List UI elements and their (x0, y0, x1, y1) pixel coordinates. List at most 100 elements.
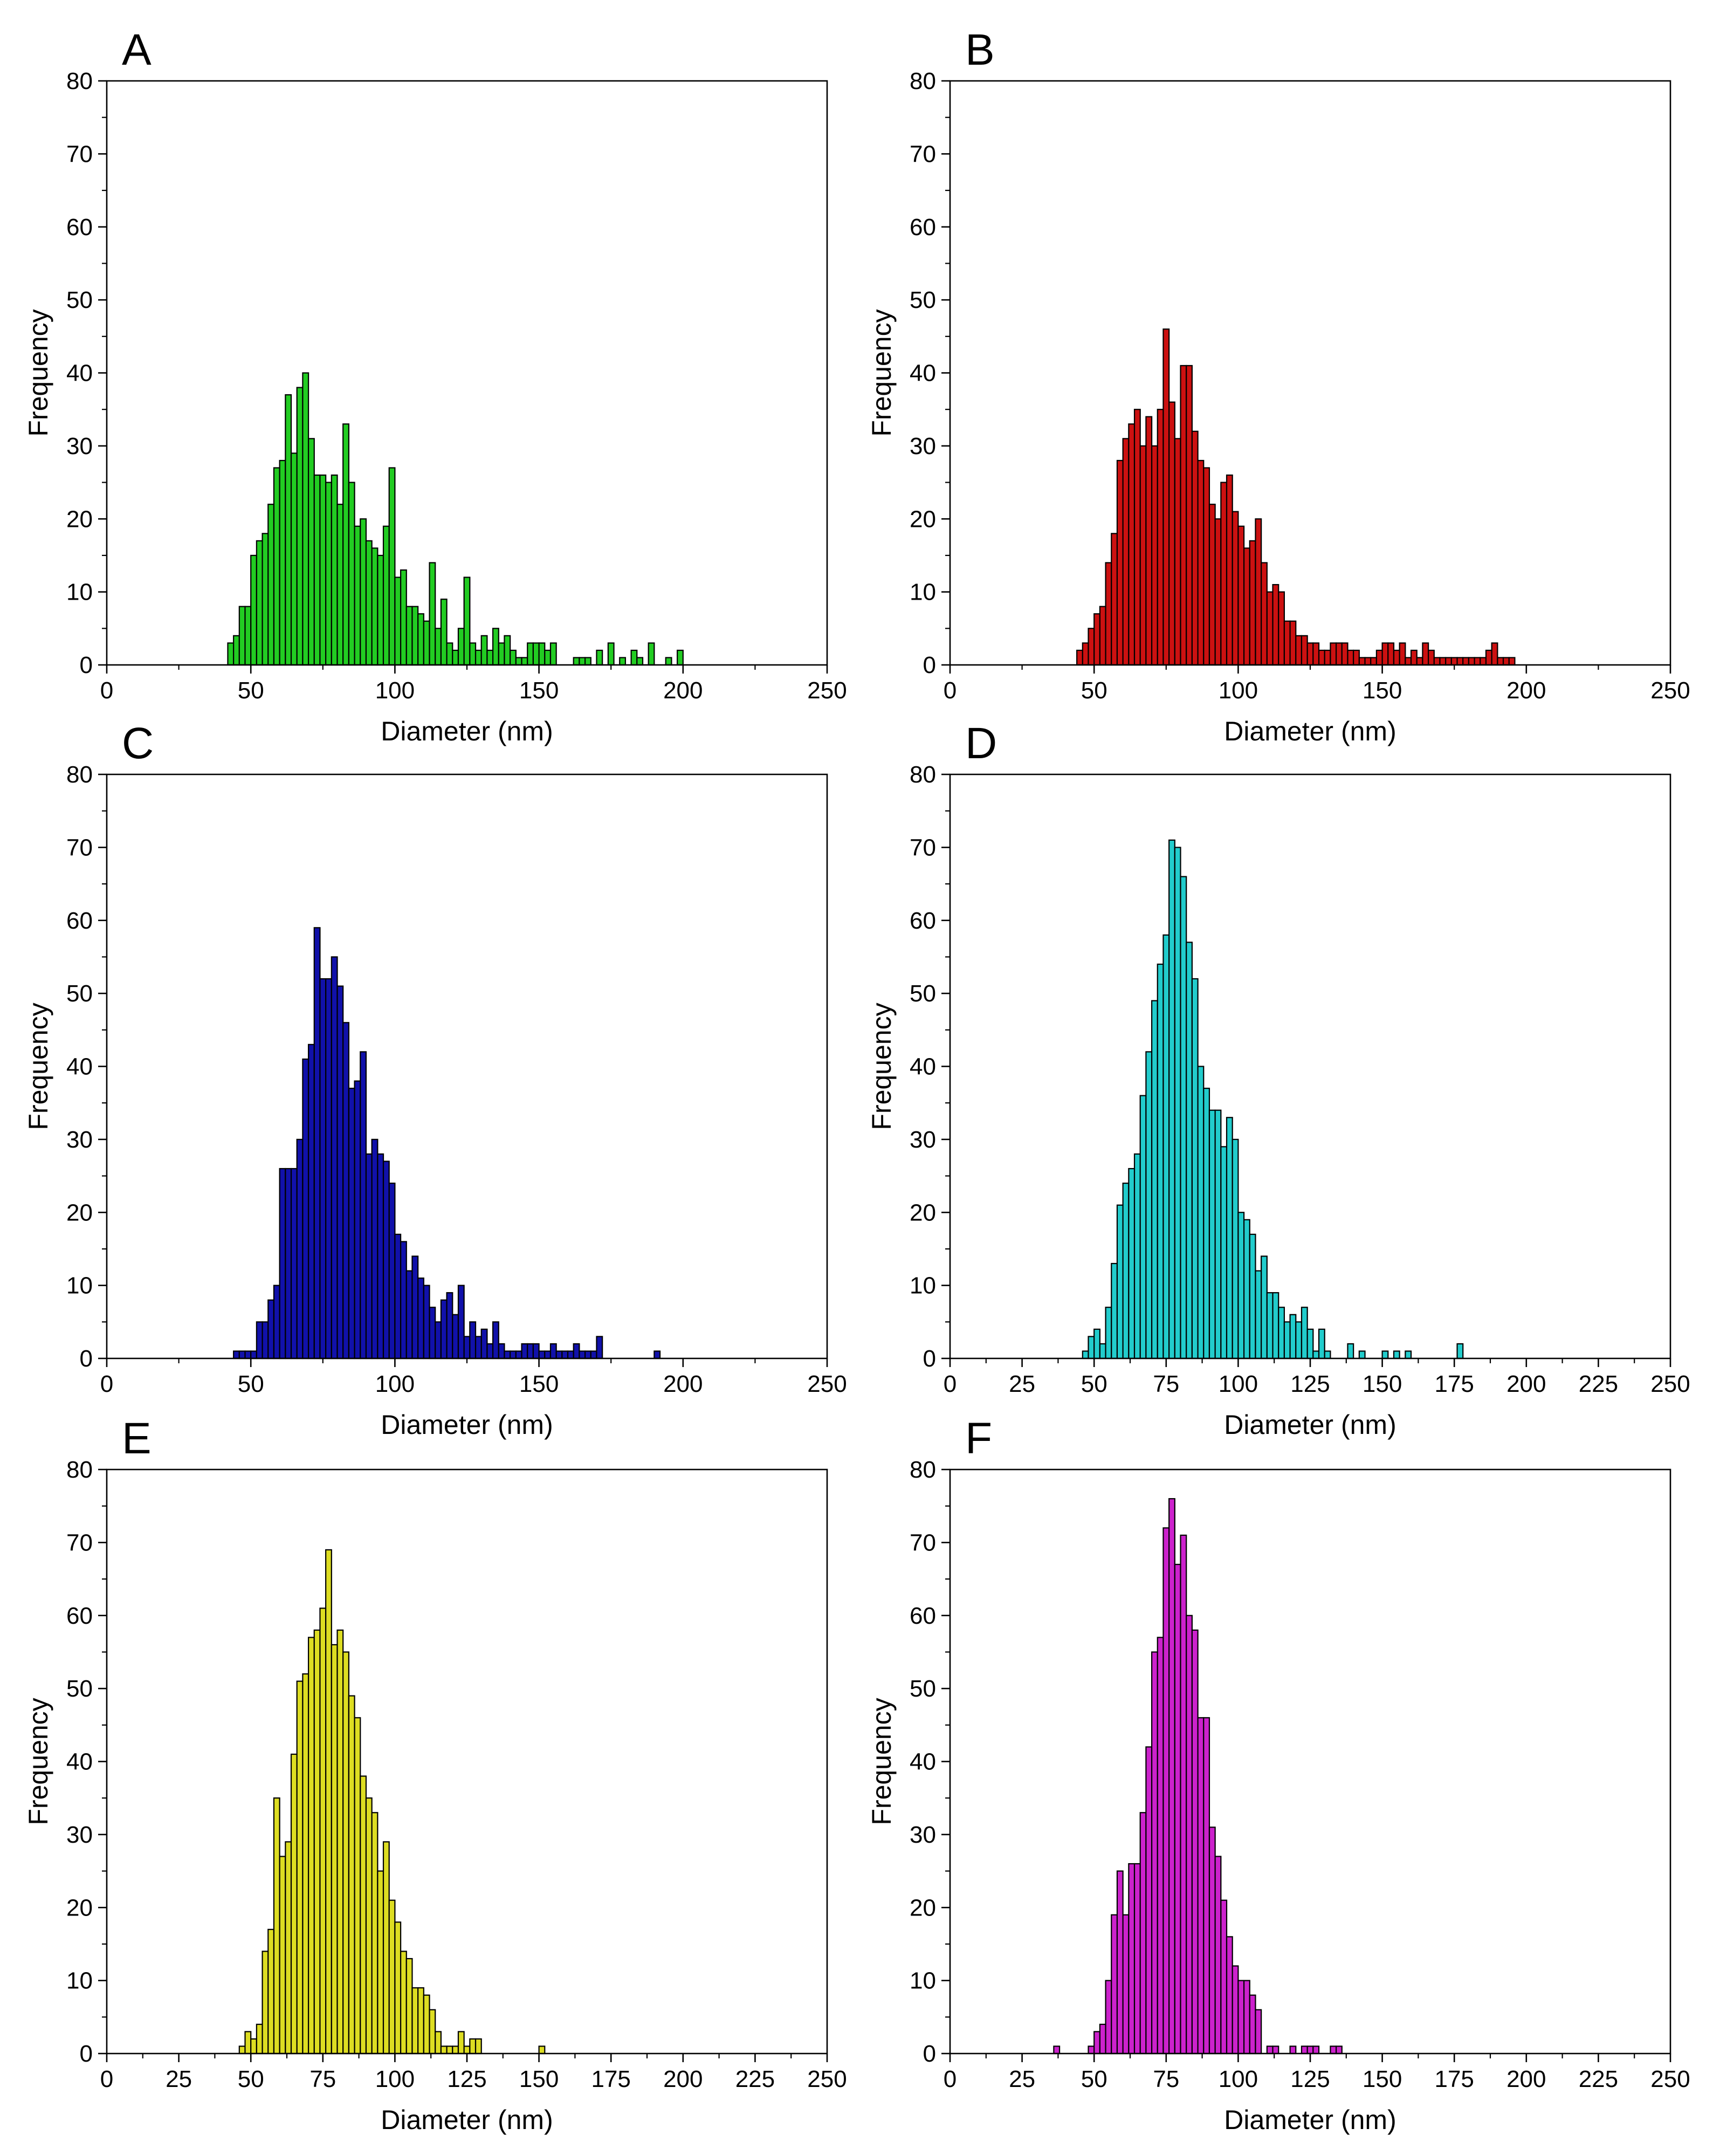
panel-b-bar (1111, 533, 1118, 666)
panel-c-bar (302, 1058, 309, 1359)
panel-c-bar (279, 1168, 286, 1359)
panel-e-bar (267, 1928, 275, 2055)
panel-a-bar (325, 482, 332, 666)
panel-d-y-tick-label: 30 (910, 1127, 936, 1153)
panel-a-y-tick-label: 30 (66, 433, 93, 459)
panel-f-bar (1186, 1615, 1193, 2055)
panel-c-bar (233, 1350, 240, 1359)
panel-f-bar (1093, 2031, 1100, 2055)
panel-c-bar (256, 1321, 263, 1359)
panel-c-x-tick-label: 250 (807, 1371, 847, 1397)
panel-b-bar (1214, 518, 1222, 666)
panel-e-bar (371, 1812, 379, 2055)
panel-e-bar (290, 1753, 298, 2055)
panel-d-bar (1226, 1117, 1233, 1359)
panel-c-bar (544, 1350, 552, 1359)
panel-b-bar (1088, 628, 1095, 666)
panel-e-x-tick-label: 150 (519, 2066, 559, 2092)
panel-f-bar (1226, 1936, 1233, 2055)
panel-c-x-tick-label: 100 (375, 1371, 415, 1397)
panel-a-bar (238, 606, 246, 666)
panel-a-bar (365, 540, 373, 666)
panel-b-bar (1336, 642, 1343, 666)
panel-d-bar (1306, 1328, 1314, 1359)
panel-c-bar (423, 1285, 430, 1359)
panel-b-bar (1445, 657, 1452, 666)
panel-b-bar (1278, 591, 1285, 666)
panel-b-x-axis-title: Diameter (nm) (1224, 716, 1396, 746)
panel-e-bar (538, 2045, 546, 2055)
panel-d-x-tick-label: 150 (1363, 1371, 1402, 1397)
panel-b-x-tick-label: 100 (1219, 677, 1258, 704)
panel-a-bar (607, 642, 615, 666)
panel-c-bar (538, 1350, 546, 1359)
panel-e-bar (273, 1797, 280, 2055)
panel-a-x-tick-label: 50 (238, 677, 264, 704)
panel-c-bar (549, 1343, 557, 1359)
panel-a-y-axis-title: Frequency (23, 309, 53, 436)
panel-b-bar (1347, 649, 1354, 666)
panel-e-bar (382, 1841, 390, 2055)
panel-a-bar (573, 657, 580, 666)
panel-f-bar (1111, 1914, 1118, 2055)
panel-a-y-tick-label: 80 (66, 68, 93, 94)
panel-c-bar (331, 956, 338, 1359)
panel-d-bar (1278, 1307, 1285, 1359)
panel-a-bar (244, 606, 252, 666)
panel-f-x-tick-label: 125 (1290, 2066, 1330, 2092)
panel-a: A 0 10 20 30 40 50 60 70 80 0 50 100 150 200 250 Diamete… (23, 25, 847, 746)
panel-c-bar (250, 1350, 257, 1359)
panel-a-y-tick-label: 40 (66, 360, 93, 387)
panel-c-bar (474, 1336, 482, 1359)
panel-c-x-tick-label: 150 (519, 1371, 559, 1397)
panel-f-bar (1139, 1812, 1147, 2055)
panel-b-plot-frame (949, 80, 1671, 666)
panel-c-bar (590, 1350, 597, 1359)
panel-e-y-tick-label: 70 (66, 1529, 93, 1556)
panel-c-x-axis-title: Diameter (nm) (381, 1410, 553, 1440)
panel-c-bar (510, 1350, 517, 1359)
panel-b-bar (1208, 504, 1216, 666)
panel-b-bar (1456, 657, 1464, 666)
panel-e-y-tick-label: 30 (66, 1822, 93, 1848)
panel-a-bar (504, 635, 511, 666)
panel-a-bar (549, 642, 557, 666)
panel-f-x-tick-label: 250 (1650, 2066, 1690, 2092)
panel-f-bar (1266, 2045, 1274, 2055)
panel-f-bar (1133, 1863, 1141, 2055)
panel-d-bar (1358, 1350, 1366, 1359)
panel-f-x-tick-label: 50 (1081, 2066, 1107, 2092)
panel-f-bar (1151, 1651, 1158, 2055)
panel-e-bar (319, 1608, 327, 2055)
panel-b-bar (1370, 657, 1378, 666)
panel-c-bar (573, 1343, 580, 1359)
panel-c-bar (440, 1299, 448, 1359)
panel-c-bar (567, 1350, 574, 1359)
panel-e-bar (285, 1841, 292, 2055)
panel-a-bar (313, 474, 321, 666)
panel-a-bar (290, 452, 298, 666)
panel-b-bar (1405, 657, 1412, 666)
panel-d-x-axis-title: Diameter (nm) (1224, 1410, 1396, 1440)
panel-b-bar (1162, 328, 1170, 666)
panel-b-y-tick-label: 80 (910, 68, 936, 94)
panel-b-bar (1186, 365, 1193, 666)
panel-e-x-tick-label: 100 (375, 2066, 415, 2092)
panel-b-bar (1416, 657, 1423, 666)
panel-a-x-tick-label: 0 (100, 677, 113, 704)
panel-c-y-axis-title: Frequency (23, 1003, 53, 1130)
panel-b-bar (1491, 642, 1498, 666)
panel-f-bar (1336, 2045, 1343, 2055)
panel-b-bar (1502, 657, 1510, 666)
panel-e-bar (388, 1899, 396, 2055)
panel-d-bar (1111, 1262, 1118, 1359)
panel-e-bar (348, 1695, 355, 2055)
panel-b-x-tick-label: 200 (1506, 677, 1546, 704)
panel-e-bar (440, 2045, 448, 2055)
panel-a-bar (630, 649, 638, 666)
panel-b-bar (1433, 657, 1441, 666)
panel-e-x-tick-label: 50 (238, 2066, 264, 2092)
panel-c-bar (382, 1161, 390, 1359)
panel-d-y-tick-label: 0 (923, 1345, 936, 1372)
panel-b-bar (1318, 649, 1325, 666)
